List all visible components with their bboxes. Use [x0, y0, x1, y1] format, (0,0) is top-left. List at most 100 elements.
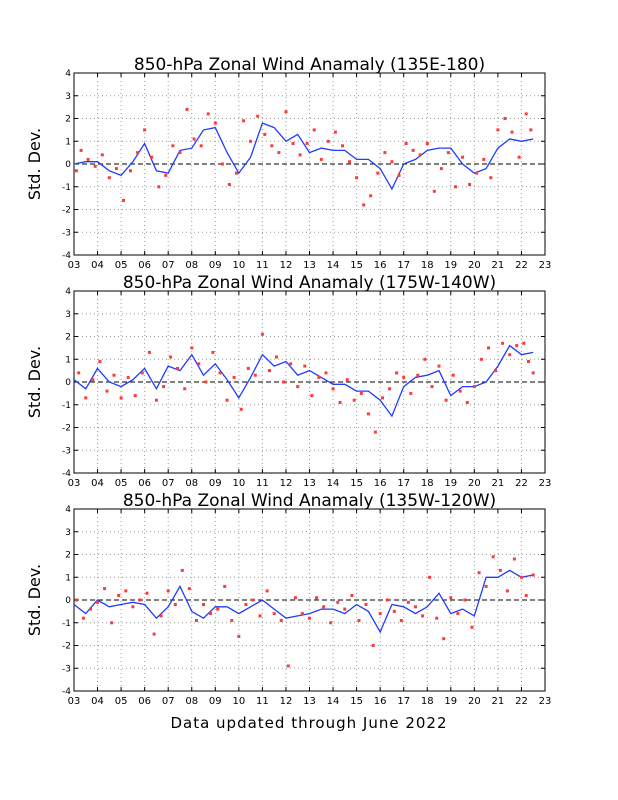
data-point [242, 119, 246, 123]
x-tick-label: 19 [444, 696, 457, 707]
data-point [428, 575, 432, 579]
chart-panel-1: 03 04 05 06 07 08 09 10 11 12 13 14 15 16 17 18 19 20 21 22… [25, 55, 551, 271]
data-point [256, 114, 260, 118]
chart-panel-3: 03 04 05 06 07 08 09 10 11 12 13 14 15 16 17 18 19 20 21 22… [25, 491, 551, 707]
x-tick-label: 09 [209, 478, 222, 489]
data-point [406, 600, 410, 604]
data-point [348, 160, 351, 164]
x-tick-label: 21 [492, 478, 505, 489]
y-tick-label: 3 [65, 528, 71, 538]
data-point [461, 155, 465, 159]
data-point [286, 664, 290, 668]
data-point [180, 568, 184, 572]
data-point [458, 389, 462, 393]
data-point [298, 153, 302, 157]
data-point [279, 619, 283, 622]
data-point [498, 568, 502, 572]
x-tick-label: 10 [232, 478, 245, 489]
x-tick-label: 17 [397, 260, 410, 271]
y-tick-label: 4 [65, 69, 71, 79]
data-point [244, 603, 248, 606]
x-tick-label: 06 [138, 260, 151, 271]
data-point [96, 600, 99, 604]
x-tick-label: 19 [444, 478, 457, 489]
data-point [531, 573, 535, 577]
data-point [437, 364, 441, 368]
x-tick-label: 23 [539, 478, 552, 489]
x-tick-label: 14 [327, 260, 340, 271]
data-point [333, 130, 337, 134]
data-point [432, 189, 436, 193]
data-point [489, 176, 493, 180]
data-point [421, 614, 424, 618]
data-point [388, 387, 392, 391]
x-tick-label: 10 [232, 696, 245, 707]
data-point [355, 176, 359, 180]
x-tick-label: 11 [256, 696, 269, 707]
x-tick-label: 12 [280, 478, 293, 489]
data-point [369, 194, 373, 198]
x-tick-label: 08 [185, 478, 198, 489]
data-point [300, 612, 304, 616]
data-point [352, 398, 356, 402]
y-tick-label: 3 [65, 92, 71, 102]
data-point [223, 584, 227, 588]
data-point [176, 366, 180, 370]
data-point [430, 385, 434, 389]
data-point [178, 151, 182, 155]
data-point [444, 398, 448, 402]
data-point [147, 350, 151, 354]
x-tick-label: 17 [397, 478, 410, 489]
x-tick-label: 15 [350, 478, 363, 489]
y-tick-label: 0 [65, 378, 71, 388]
y-tick-label: -1 [62, 619, 71, 629]
data-point [451, 373, 455, 377]
x-tick-label: 06 [138, 478, 151, 489]
data-point [89, 607, 92, 611]
x-tick-label: 15 [350, 696, 363, 707]
data-point [303, 364, 307, 368]
footer-note: Data updated through June 2022 [170, 714, 448, 732]
y-tick-label: -2 [62, 642, 71, 652]
data-point [409, 391, 413, 395]
x-tick-label: 08 [185, 260, 198, 271]
data-point [373, 430, 377, 434]
y-tick-label: -3 [62, 446, 71, 456]
chart-title: 850-hPa Zonal Wind Anamaly (135W-120W) [123, 491, 496, 511]
data-point [251, 598, 255, 602]
data-point [154, 398, 158, 402]
data-point [150, 155, 154, 159]
data-point [138, 598, 142, 602]
y-tick-label: 1 [65, 137, 71, 147]
x-tick-label: 03 [68, 696, 81, 707]
x-tick-label: 15 [350, 260, 363, 271]
data-point [225, 398, 229, 402]
y-tick-label: 3 [65, 310, 71, 320]
data-point [336, 600, 340, 604]
data-point [81, 616, 85, 620]
y-tick-label: 2 [65, 115, 71, 125]
x-tick-label: 07 [162, 260, 175, 271]
x-tick-label: 23 [539, 260, 552, 271]
data-point [91, 378, 95, 382]
data-point [392, 609, 396, 613]
data-point [133, 394, 137, 398]
data-point [329, 621, 333, 625]
data-point [446, 151, 450, 155]
data-point [465, 401, 469, 404]
data-point [131, 605, 135, 609]
data-point [98, 360, 102, 363]
data-point [268, 369, 271, 373]
x-tick-label: 05 [115, 260, 128, 271]
x-tick-label: 22 [515, 696, 528, 707]
data-point [341, 144, 344, 148]
data-point [399, 619, 403, 622]
x-tick-label: 07 [162, 696, 175, 707]
y-tick-label: 0 [65, 596, 71, 606]
data-point [439, 167, 443, 171]
data-point [237, 634, 241, 638]
data-point [515, 344, 519, 348]
y-axis-label: Std. Dev. [25, 564, 44, 636]
data-point [371, 644, 375, 647]
